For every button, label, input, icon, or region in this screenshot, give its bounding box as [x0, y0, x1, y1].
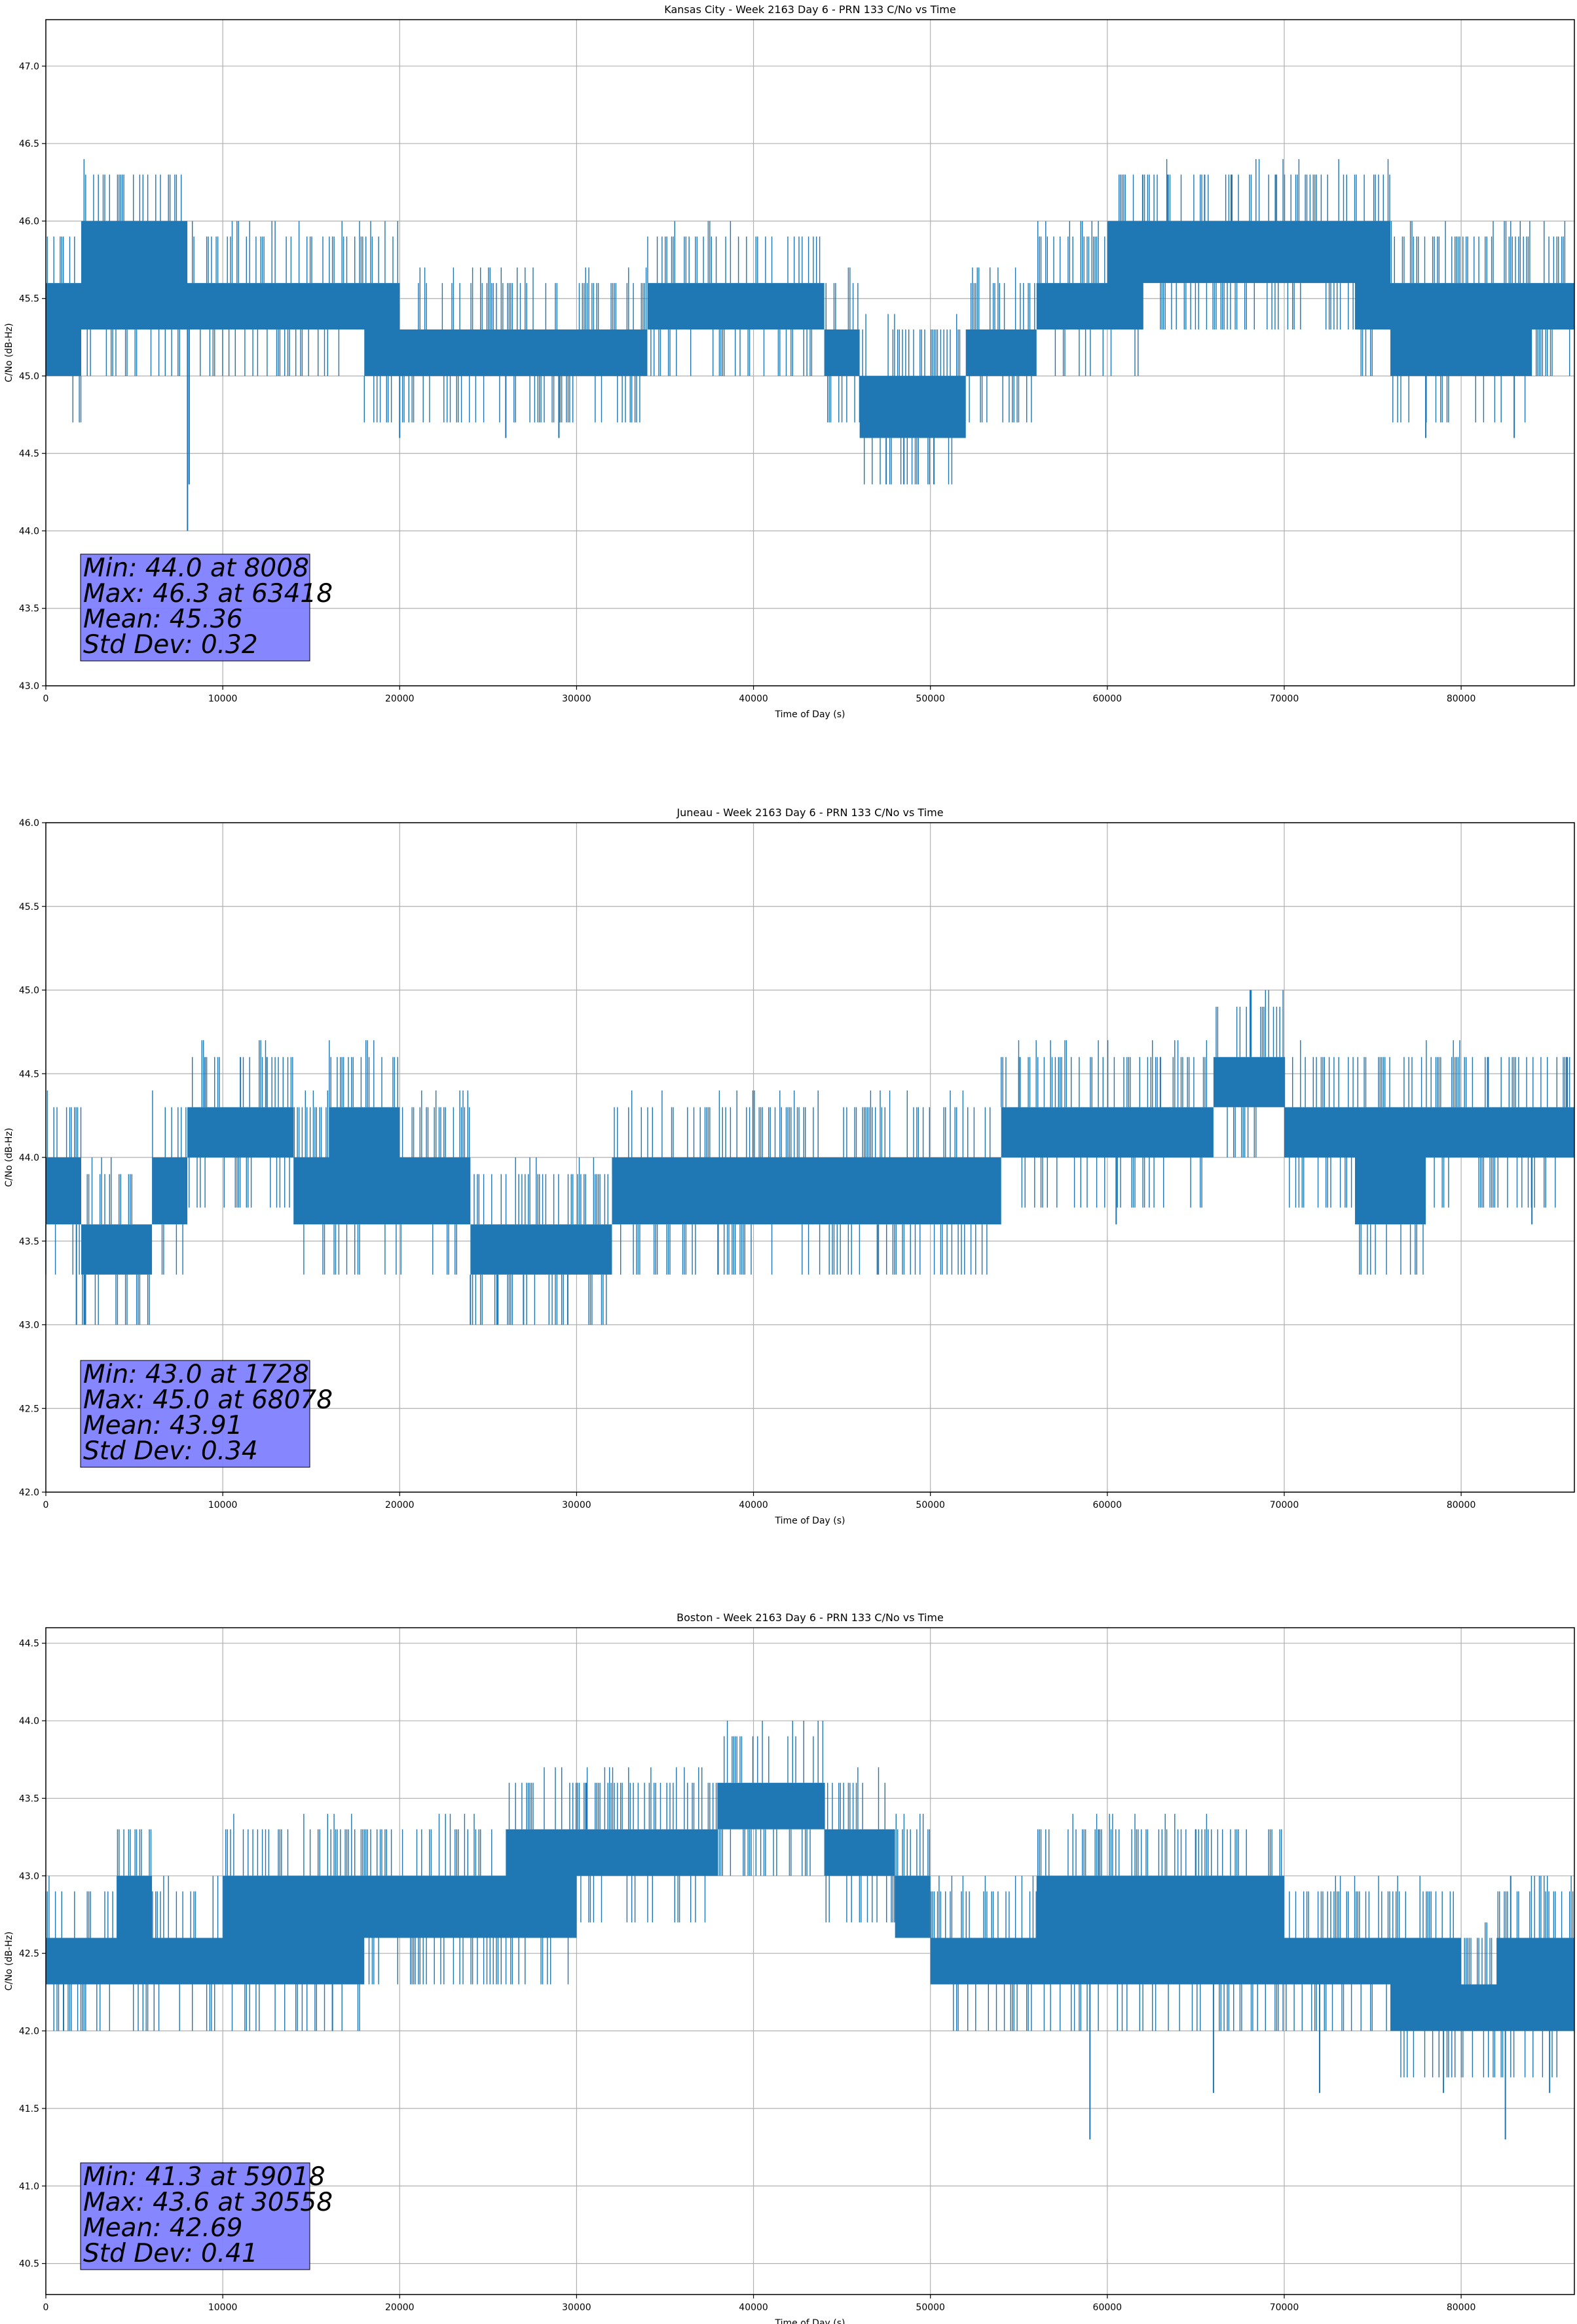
x-tick-label: 50000: [916, 1500, 945, 1510]
x-tick-label: 40000: [739, 694, 768, 704]
x-tick-label: 80000: [1447, 2302, 1476, 2313]
y-tick-label: 44.5: [19, 449, 39, 459]
stats-box: [80, 1360, 310, 1468]
x-tick-label: 50000: [916, 2302, 945, 2313]
stats-line: Std Dev: 0.32: [83, 630, 258, 660]
x-tick-label: 30000: [562, 694, 591, 704]
y-tick-label: 45.0: [19, 986, 39, 996]
y-axis-label: C/No (dB-Hz): [4, 1932, 14, 1991]
x-tick-label: 0: [43, 2302, 49, 2313]
y-tick-label: 43.0: [19, 681, 39, 692]
axes-frame: [45, 1627, 1575, 2295]
x-tick-label: 70000: [1270, 694, 1299, 704]
x-tick-label: 40000: [739, 2302, 768, 2313]
chart-panel-1: Kansas City - Week 2163 Day 6 - PRN 133 …: [4, 3, 1575, 720]
stats-line: Min: 44.0 at 8008: [83, 553, 309, 583]
x-tick-label: 10000: [208, 2302, 238, 2313]
series-band: [46, 1782, 1574, 2031]
axes-frame: [45, 19, 1575, 686]
x-tick-label: 40000: [739, 1500, 768, 1510]
y-axis-label: C/No (dB-Hz): [4, 323, 14, 382]
x-tick-label: 20000: [385, 2302, 415, 2313]
stats-line: Min: 43.0 at 1728: [83, 1360, 309, 1389]
stats-box: [80, 553, 310, 662]
x-tick-label: 10000: [208, 694, 238, 704]
stats-line: Min: 41.3 at 59018: [83, 2162, 325, 2192]
y-tick-label: 44.0: [19, 1716, 39, 1727]
x-tick-label: 60000: [1093, 2302, 1122, 2313]
series-line: [45, 1721, 1574, 2140]
y-tick-label: 44.0: [19, 526, 39, 536]
stats-line: Max: 45.0 at 68078: [83, 1385, 333, 1415]
y-tick-label: 43.5: [19, 1793, 39, 1804]
y-tick-label: 43.5: [19, 1237, 39, 1247]
x-tick-label: 30000: [562, 2302, 591, 2313]
chart-title: Kansas City - Week 2163 Day 6 - PRN 133 …: [664, 3, 955, 16]
x-tick-label: 60000: [1093, 694, 1122, 704]
y-tick-label: 41.5: [19, 2104, 39, 2114]
series-line: [46, 159, 1574, 531]
chart-title: Boston - Week 2163 Day 6 - PRN 133 C/No …: [677, 1611, 944, 1624]
y-tick-label: 43.5: [19, 604, 39, 614]
x-tick-label: 50000: [916, 694, 945, 704]
y-tick-label: 44.5: [19, 1069, 39, 1079]
stats-line: Std Dev: 0.34: [83, 1436, 258, 1466]
x-tick-label: 0: [43, 694, 49, 704]
x-tick-label: 20000: [385, 1500, 415, 1510]
y-tick-label: 47.0: [19, 62, 39, 72]
x-tick-label: 80000: [1447, 694, 1476, 704]
stats-line: Mean: 42.69: [83, 2213, 242, 2243]
y-tick-label: 46.0: [19, 216, 39, 227]
y-tick-label: 44.0: [19, 1153, 39, 1163]
stats-line: Std Dev: 0.41: [83, 2239, 258, 2268]
stats-line: Mean: 43.91: [83, 1411, 242, 1440]
y-tick-label: 43.0: [19, 1321, 39, 1331]
y-tick-label: 42.0: [19, 2027, 39, 2037]
stats-line: Max: 43.6 at 30558: [83, 2188, 333, 2217]
series-noise: [46, 159, 1570, 485]
y-tick-label: 44.5: [19, 1639, 39, 1649]
x-tick-label: 30000: [562, 1500, 591, 1510]
stats-line: Max: 46.3 at 63418: [83, 579, 333, 609]
chart-panel-2: Juneau - Week 2163 Day 6 - PRN 133 C/No …: [4, 806, 1575, 1526]
x-axis-label: Time of Day (s): [775, 1516, 845, 1526]
x-axis-label: Time of Day (s): [775, 709, 845, 720]
chart-title: Juneau - Week 2163 Day 6 - PRN 133 C/No …: [676, 806, 943, 819]
x-tick-label: 70000: [1270, 2302, 1299, 2313]
y-tick-label: 42.5: [19, 1949, 39, 1959]
y-tick-label: 41.0: [19, 2181, 39, 2192]
x-tick-label: 20000: [385, 694, 415, 704]
series-line: [45, 990, 1574, 1325]
y-tick-label: 45.5: [19, 294, 39, 305]
y-tick-label: 42.5: [19, 1404, 39, 1414]
chart-panel-3: Boston - Week 2163 Day 6 - PRN 133 C/No …: [4, 1611, 1575, 2324]
stats-box: [80, 2162, 310, 2270]
x-tick-label: 0: [43, 1500, 49, 1510]
y-axis-label: C/No (dB-Hz): [4, 1128, 14, 1187]
x-axis-label: Time of Day (s): [775, 2318, 845, 2324]
y-tick-label: 46.0: [19, 818, 39, 829]
y-tick-label: 40.5: [19, 2259, 39, 2270]
y-tick-label: 43.0: [19, 1871, 39, 1882]
x-tick-label: 80000: [1447, 1500, 1476, 1510]
y-tick-label: 46.5: [19, 139, 39, 149]
y-tick-label: 42.0: [19, 1488, 39, 1498]
y-tick-label: 45.5: [19, 902, 39, 912]
x-tick-label: 70000: [1270, 1500, 1299, 1510]
y-tick-label: 45.0: [19, 371, 39, 382]
series-band: [46, 1057, 1574, 1275]
x-tick-label: 60000: [1093, 1500, 1122, 1510]
stats-line: Mean: 45.36: [83, 605, 242, 634]
x-tick-label: 10000: [208, 1500, 238, 1510]
